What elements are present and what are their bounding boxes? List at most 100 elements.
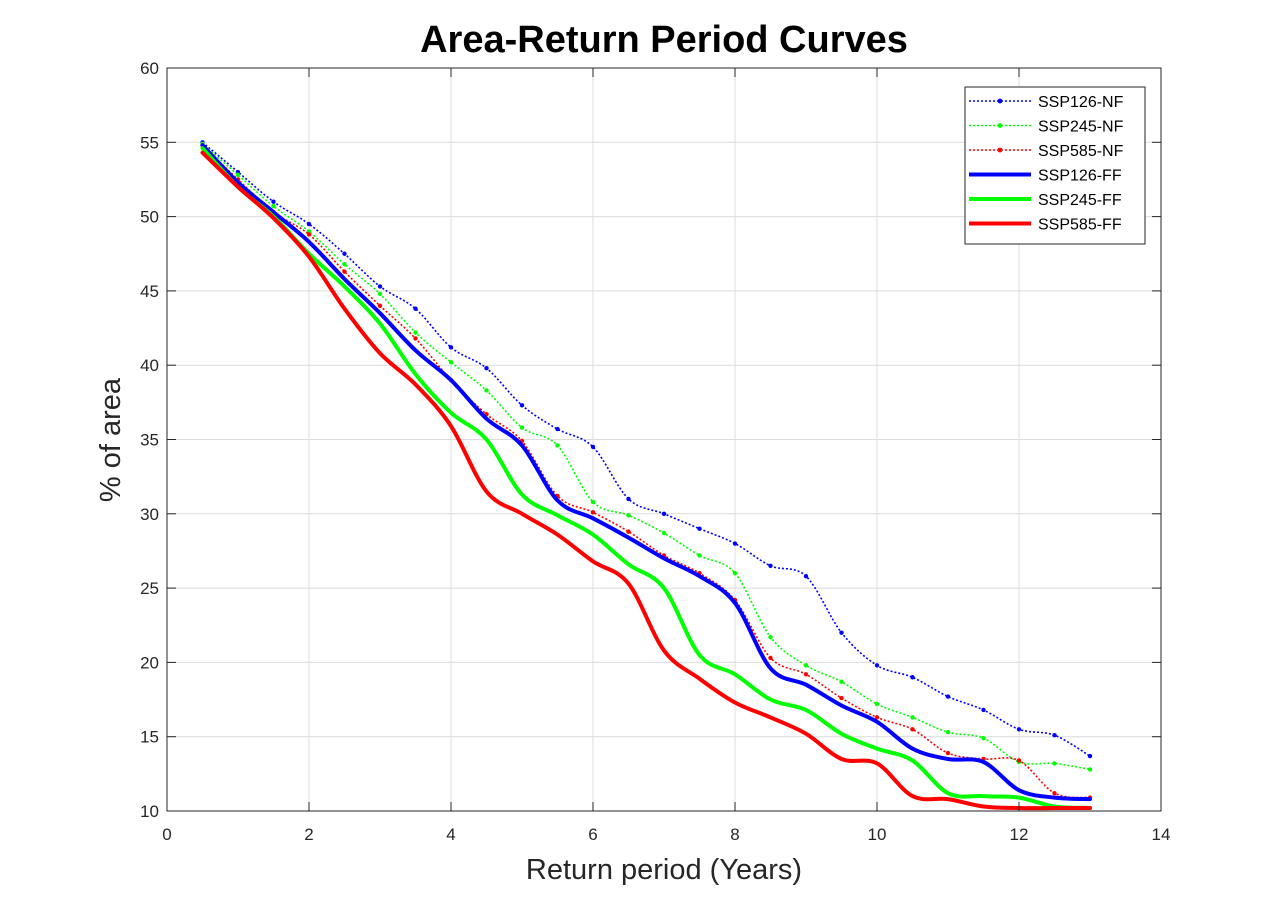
data-point [590, 510, 596, 515]
data-point [839, 695, 844, 701]
legend-label: SSP585-FF [1038, 217, 1122, 234]
y-tick-label: 15 [140, 728, 159, 747]
data-point [342, 251, 347, 256]
data-point [910, 715, 915, 720]
data-point [448, 360, 454, 365]
data-point [732, 541, 738, 546]
y-tick-label: 55 [140, 133, 159, 152]
x-tick-label: 12 [1010, 825, 1029, 844]
data-point [271, 199, 276, 204]
data-point [590, 444, 596, 450]
y-tick-label: 45 [140, 282, 159, 301]
data-point [874, 663, 880, 668]
y-tick-label: 35 [140, 431, 159, 450]
data-point [342, 261, 347, 267]
series-ssp245-ff [200, 146, 1092, 810]
data-point [874, 701, 880, 707]
axes-ticks: 0 2 4 6 8 10 12 14 10 15 20 25 30 35 40 45 50 55 60 [140, 59, 1170, 844]
data-point [555, 443, 560, 448]
y-tick-label: 20 [140, 653, 159, 672]
data-point [235, 172, 241, 178]
y-tick-label: 25 [140, 579, 159, 598]
legend-marker [997, 147, 1003, 153]
data-point [874, 715, 880, 720]
x-tick-label: 10 [868, 825, 887, 844]
x-tick-label: 4 [446, 825, 455, 844]
legend-label: SSP245-FF [1038, 192, 1122, 209]
series-line-ssp585-ff [200, 150, 1092, 811]
data-point [981, 735, 986, 741]
legend-item-ssp126-nf: SSP126-NF [969, 94, 1124, 111]
legend-item-ssp126-ff: SSP126-FF [969, 168, 1122, 185]
data-point [803, 574, 809, 579]
chart-title: Area-Return Period Curves [420, 19, 908, 61]
data-point [377, 284, 383, 289]
data-point [377, 303, 383, 308]
data-point [1016, 727, 1022, 732]
y-tick-label: 40 [140, 356, 159, 375]
data-point [626, 496, 631, 502]
data-point [910, 675, 915, 680]
y-tick-label: 50 [140, 208, 159, 227]
legend-label: SSP126-FF [1038, 168, 1122, 185]
data-point [519, 425, 525, 430]
data-point [1052, 761, 1057, 766]
data-point [803, 663, 809, 668]
legend-label: SSP585-NF [1038, 143, 1124, 160]
data-point [910, 727, 915, 732]
data-point [448, 345, 454, 350]
data-point [413, 336, 418, 341]
x-tick-label: 0 [162, 825, 171, 844]
series-ssp585-nf [200, 143, 1093, 800]
plot-series [200, 140, 1093, 811]
data-point [626, 513, 631, 518]
data-point [1052, 733, 1057, 738]
data-point [945, 730, 951, 735]
series-line-ssp585-nf [201, 144, 1091, 799]
data-point [342, 269, 347, 274]
data-point [697, 526, 702, 531]
y-axis-title: % of area [95, 377, 127, 502]
legend: SSP126-NF SSP245-NF SSP585-NF SSP126-FF SSP2… [964, 86, 1146, 245]
legend-item-ssp585-nf: SSP585-NF [969, 143, 1124, 160]
data-point [555, 426, 560, 432]
y-tick-label: 60 [140, 59, 159, 78]
x-tick-label: 6 [588, 825, 597, 844]
data-point [945, 694, 951, 699]
data-point [981, 707, 986, 713]
data-point [1087, 753, 1093, 759]
data-point [1087, 767, 1093, 772]
data-point [1052, 790, 1057, 796]
data-point [413, 330, 418, 335]
data-point [271, 203, 276, 209]
data-point [626, 529, 631, 534]
data-point [839, 679, 844, 684]
data-point [306, 221, 312, 227]
data-point [377, 291, 383, 297]
data-point [768, 655, 773, 661]
data-point [1016, 758, 1022, 763]
data-point [484, 365, 489, 371]
data-point [768, 634, 773, 640]
legend-label: SSP126-NF [1038, 94, 1124, 111]
data-point [945, 750, 951, 756]
data-point [484, 388, 489, 393]
data-point [413, 306, 418, 311]
data-point [768, 563, 773, 569]
series-ssp126-ff [200, 143, 1092, 802]
data-point [803, 672, 809, 677]
data-point [519, 403, 525, 408]
legend-item-ssp585-ff: SSP585-FF [969, 217, 1122, 234]
x-tick-label: 14 [1152, 825, 1171, 844]
series-line-ssp245-ff [200, 146, 1092, 810]
legend-box [964, 86, 1146, 245]
legend-item-ssp245-nf: SSP245-NF [969, 119, 1124, 136]
x-tick-label: 2 [304, 825, 313, 844]
data-point [661, 511, 667, 516]
data-point [306, 232, 312, 237]
legend-label: SSP245-NF [1038, 119, 1124, 136]
legend-marker [997, 98, 1003, 104]
data-point [732, 571, 738, 576]
y-tick-label: 30 [140, 505, 159, 524]
